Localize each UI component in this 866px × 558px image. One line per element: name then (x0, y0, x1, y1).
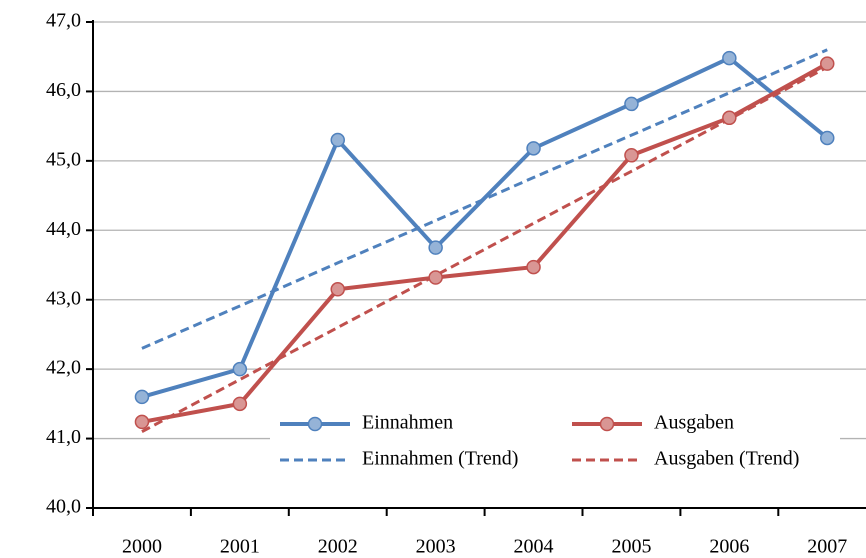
legend-box (270, 406, 840, 480)
marker (232, 361, 248, 377)
legend: Einnahmen Ausgaben Einnahmen (Trend) Ausgab… (270, 406, 840, 480)
marker (624, 96, 639, 112)
marker (624, 148, 639, 163)
trend-line (141, 65, 828, 433)
marker (820, 56, 835, 71)
series-line (141, 55, 829, 399)
y-tick-label: 47,0 (46, 10, 81, 32)
series-line (141, 61, 829, 424)
x-tick-label: 2000 (122, 536, 162, 558)
marker (526, 141, 541, 156)
y-tick-label: 46,0 (46, 79, 81, 101)
x-tick-label: 2001 (220, 536, 260, 558)
y-tick-label: 41,0 (46, 426, 81, 448)
legend-label: Ausgaben (654, 412, 734, 434)
x-tick-label: 2004 (514, 536, 554, 558)
x-tick-label: 2006 (709, 536, 749, 558)
marker (722, 110, 737, 126)
legend-marker (599, 416, 615, 432)
marker (526, 259, 541, 275)
y-tick-label: 40,0 (46, 496, 81, 518)
x-tick-label: 2002 (318, 536, 358, 558)
y-tick-label: 45,0 (46, 148, 81, 170)
trend-line (141, 48, 828, 350)
legend-label: Ausgaben (Trend) (654, 448, 799, 470)
marker (232, 396, 248, 412)
legend-marker (307, 416, 323, 432)
legend-label: Einnahmen (Trend) (362, 448, 518, 470)
marker (330, 282, 345, 297)
marker (428, 270, 443, 285)
y-tick-label: 42,0 (46, 357, 81, 379)
marker (820, 130, 835, 146)
marker (134, 414, 150, 430)
x-tick-label: 2007 (807, 536, 847, 558)
x-tick-label: 2005 (611, 536, 651, 558)
marker (428, 240, 443, 255)
y-tick-label: 44,0 (46, 218, 81, 240)
marker (722, 50, 737, 66)
x-tick-label: 2003 (416, 536, 456, 558)
legend-label: Einnahmen (362, 412, 453, 434)
marker (134, 389, 150, 405)
marker (330, 132, 345, 148)
y-tick-label: 43,0 (46, 287, 81, 309)
